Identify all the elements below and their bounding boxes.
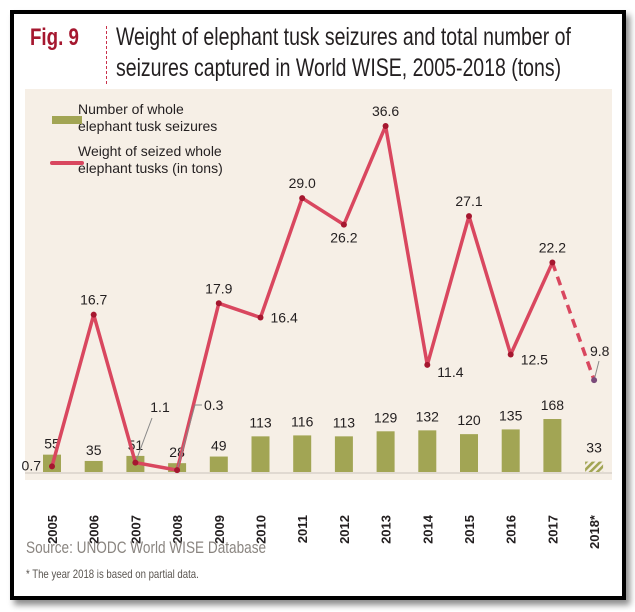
bar xyxy=(501,429,520,472)
weight-marker xyxy=(90,311,97,318)
bar-value-label: 33 xyxy=(586,440,602,456)
weight-marker xyxy=(382,123,389,130)
bar xyxy=(418,430,437,472)
legend-bars: Number of whole elephant tusk seizures xyxy=(78,101,217,135)
weight-value-label: 27.1 xyxy=(455,193,482,209)
weight-value-label: 36.6 xyxy=(372,103,399,119)
weight-value-label: 0.7 xyxy=(22,457,42,473)
bar-value-label: 35 xyxy=(86,442,102,458)
bar xyxy=(209,456,228,472)
x-tick-label: 2015 xyxy=(462,515,477,544)
bar-value-label: 135 xyxy=(499,407,523,423)
bar-value-label: 113 xyxy=(333,414,356,430)
weight-value-label: 29.0 xyxy=(289,175,316,191)
title-line-1: Weight of elephant tusk seizures and tot… xyxy=(116,23,571,51)
weight-line-partial xyxy=(550,261,596,381)
bar xyxy=(460,434,478,472)
legend-bars-line1: Number of whole xyxy=(78,101,184,117)
bar-value-label: 168 xyxy=(541,397,565,413)
bar-value-label: 132 xyxy=(416,408,440,424)
bar xyxy=(334,436,353,472)
bar xyxy=(376,431,395,472)
weight-marker xyxy=(132,459,139,466)
figure-number: Fig. 9 xyxy=(30,24,79,51)
legend-bars-line2: elephant tusk seizures xyxy=(78,118,218,134)
leader-line xyxy=(176,404,202,471)
weight-marker xyxy=(257,314,264,321)
legend-line-line2: elephant tusks (in tons) xyxy=(78,160,223,176)
weight-marker xyxy=(49,463,55,470)
weight-marker xyxy=(466,213,472,220)
source-text: Source: UNODC World WISE Database xyxy=(26,538,267,557)
weight-marker xyxy=(507,351,514,358)
bar xyxy=(293,435,312,472)
bar-value-label: 49 xyxy=(211,438,227,454)
weight-marker xyxy=(215,300,222,307)
x-tick-label: 2017 xyxy=(545,515,560,544)
legend-bar-swatch xyxy=(52,116,82,124)
bar-value-label: 113 xyxy=(249,414,272,430)
bar xyxy=(543,419,562,472)
x-tick-label: 2006 xyxy=(87,515,102,544)
leader-line xyxy=(593,360,600,381)
x-tick-label: 2013 xyxy=(379,515,394,544)
weight-value-label: 12.5 xyxy=(521,352,548,368)
title-divider xyxy=(106,26,107,84)
x-tick-label: 2011 xyxy=(295,515,310,543)
x-tick-label: 2010 xyxy=(254,515,269,544)
figure-title: Weight of elephant tusk seizures and tot… xyxy=(116,22,571,84)
bar xyxy=(251,436,270,472)
weight-value-label: 11.4 xyxy=(437,364,463,380)
bar-value-label: 120 xyxy=(457,412,481,428)
title-line-2: seizures captured in World WISE, 2005-20… xyxy=(116,54,562,82)
weight-marker xyxy=(549,259,556,266)
weight-marker xyxy=(174,467,181,474)
weight-value-label: 1.1 xyxy=(150,399,170,415)
leader-line xyxy=(134,417,153,463)
weight-marker xyxy=(299,195,306,202)
legend-line-line1: Weight of seized whole xyxy=(78,143,222,159)
weight-value-label: 17.9 xyxy=(205,280,232,296)
x-tick-label: 2009 xyxy=(212,515,227,544)
bar-value-label: 129 xyxy=(374,409,398,425)
x-tick-label: 2014 xyxy=(420,514,435,544)
weight-value-label: 26.2 xyxy=(330,230,357,246)
weight-value-label: 0.3 xyxy=(204,397,224,413)
footnote-text: * The year 2018 is based on partial data… xyxy=(26,567,199,581)
legend-line: Weight of seized whole elephant tusks (i… xyxy=(78,143,223,177)
x-tick-label: 2012 xyxy=(337,515,352,544)
x-tick-label: 2005 xyxy=(45,515,60,544)
figure-frame: Fig. 9 Weight of elephant tusk seizures … xyxy=(10,10,626,600)
x-tick-label: 2007 xyxy=(128,515,143,544)
weight-marker xyxy=(424,361,431,368)
weight-value-label: 22.2 xyxy=(539,240,566,256)
x-tick-label: 2018* xyxy=(587,514,602,549)
bar-partial xyxy=(585,461,604,472)
weight-marker xyxy=(591,377,598,384)
bar xyxy=(84,460,103,472)
weight-value-label: 9.8 xyxy=(590,343,610,359)
weight-value-label: 16.7 xyxy=(80,292,107,308)
bar-value-label: 116 xyxy=(291,413,314,429)
weight-marker xyxy=(340,221,347,228)
weight-value-label: 16.4 xyxy=(271,310,298,326)
x-tick-label: 2016 xyxy=(504,515,519,544)
x-tick-label: 2008 xyxy=(170,515,185,544)
